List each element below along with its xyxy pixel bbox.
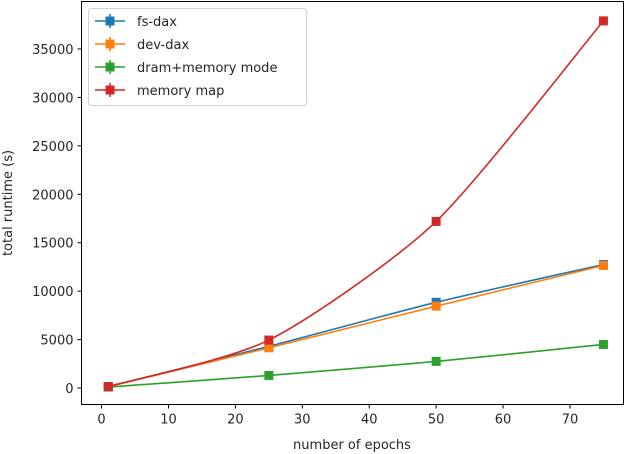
x-axis-label: number of epochs bbox=[293, 438, 411, 453]
x-axis: 0 10 20 30 40 50 60 70 bbox=[97, 404, 579, 428]
x-tick-label: 70 bbox=[562, 413, 579, 428]
x-tick-label: 10 bbox=[160, 413, 177, 428]
legend-item: dev-dax bbox=[95, 37, 190, 53]
legend-label: dram+memory mode bbox=[137, 61, 277, 76]
square-marker-icon bbox=[598, 260, 608, 270]
y-tick-label: 20000 bbox=[32, 188, 73, 203]
plot-area bbox=[103, 16, 608, 392]
square-marker-icon bbox=[431, 216, 441, 226]
square-marker-icon bbox=[431, 301, 441, 311]
series-line bbox=[108, 20, 605, 388]
y-axis: 0 5000 10000 15000 20000 25000 30000 35000 bbox=[32, 43, 82, 397]
legend-label: memory map bbox=[137, 84, 224, 99]
y-tick-label: 25000 bbox=[32, 140, 73, 155]
square-marker-icon bbox=[598, 16, 608, 26]
x-tick-label: 20 bbox=[227, 413, 244, 428]
square-marker-icon bbox=[598, 339, 608, 349]
y-tick-label: 0 bbox=[65, 382, 73, 397]
y-tick-label: 5000 bbox=[40, 334, 73, 349]
legend-box bbox=[88, 8, 307, 106]
square-marker-icon bbox=[264, 335, 274, 345]
legend-item: dram+memory mode bbox=[95, 60, 277, 76]
legend-item: fs-dax bbox=[95, 14, 177, 30]
x-tick-label: 30 bbox=[294, 413, 311, 428]
square-marker-icon bbox=[264, 343, 274, 353]
series-memory-map bbox=[103, 16, 608, 392]
y-tick-label: 30000 bbox=[32, 91, 73, 106]
x-tick-label: 40 bbox=[361, 413, 378, 428]
legend-label: fs-dax bbox=[137, 15, 177, 30]
x-tick-label: 50 bbox=[428, 413, 445, 428]
legend-item: memory map bbox=[95, 83, 224, 99]
y-tick-label: 15000 bbox=[32, 237, 73, 252]
x-tick-label: 0 bbox=[97, 413, 105, 428]
y-axis-label: total runtime (s) bbox=[1, 150, 16, 256]
legend: fs-dax dev-dax dram+memory mode memory map bbox=[88, 8, 307, 106]
square-marker-icon bbox=[431, 356, 441, 366]
square-marker-icon bbox=[103, 382, 113, 392]
y-tick-label: 35000 bbox=[32, 43, 73, 58]
legend-label: dev-dax bbox=[137, 38, 190, 53]
plot-frame bbox=[81, 1, 624, 405]
square-marker-icon bbox=[264, 370, 274, 380]
y-tick-label: 10000 bbox=[32, 285, 73, 300]
series-dram-memory-mode bbox=[103, 339, 608, 392]
x-tick-label: 60 bbox=[495, 413, 512, 428]
series-line bbox=[108, 343, 604, 388]
